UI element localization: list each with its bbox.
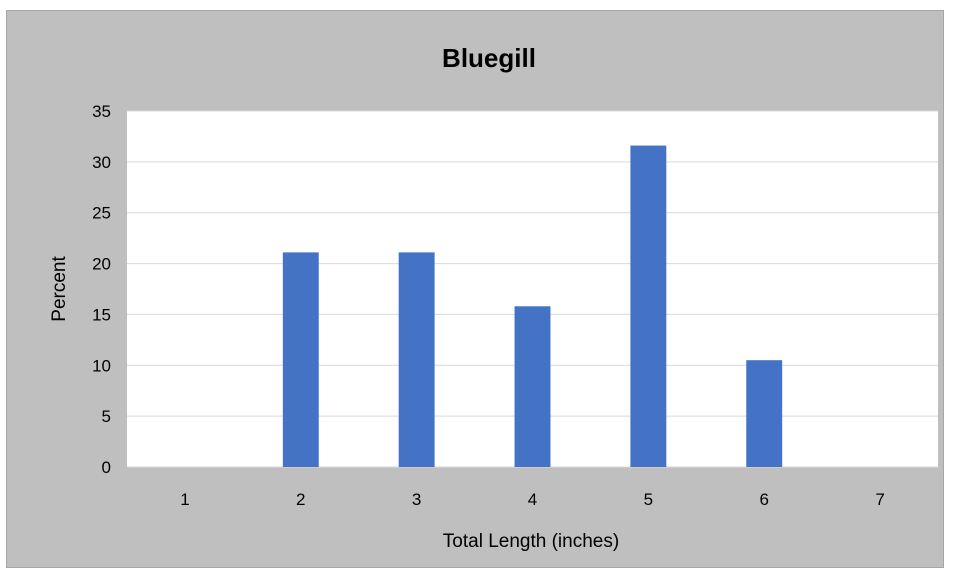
x-tick-label: 6 xyxy=(759,490,768,509)
y-tick-label: 5 xyxy=(102,407,111,426)
y-tick-label: 25 xyxy=(92,204,111,223)
y-tick-label: 35 xyxy=(92,102,111,121)
bar-5 xyxy=(630,145,667,467)
x-tick-label: 7 xyxy=(875,490,884,509)
bar-6 xyxy=(746,360,783,467)
bar-2 xyxy=(282,252,319,467)
y-tick-label: 10 xyxy=(92,356,111,375)
x-axis-ticks: 1 2 3 4 5 6 7 xyxy=(180,490,885,509)
y-tick-label: 20 xyxy=(92,255,111,274)
chart-area: Bluegill 0 5 10 15 20 25 30 35 1 2 3 4 5 6 7 Total Le… xyxy=(6,10,944,568)
bar-4 xyxy=(514,306,551,467)
x-tick-label: 2 xyxy=(296,490,305,509)
bars xyxy=(282,145,783,467)
y-tick-label: 15 xyxy=(92,305,111,324)
y-axis-ticks: 0 5 10 15 20 25 30 35 xyxy=(92,102,111,477)
x-tick-label: 1 xyxy=(180,490,189,509)
y-axis-title: Percent xyxy=(49,256,70,322)
y-tick-label: 30 xyxy=(92,153,111,172)
x-tick-label: 5 xyxy=(644,490,653,509)
x-tick-label: 4 xyxy=(528,490,537,509)
x-tick-label: 3 xyxy=(412,490,421,509)
y-tick-label: 0 xyxy=(102,458,111,477)
chart-title: Bluegill xyxy=(442,43,536,73)
bar-3 xyxy=(398,252,435,467)
x-axis-title: Total Length (inches) xyxy=(443,531,619,552)
bar-chart: Bluegill 0 5 10 15 20 25 30 35 1 2 3 4 5 6 7 Total Le… xyxy=(49,43,938,552)
